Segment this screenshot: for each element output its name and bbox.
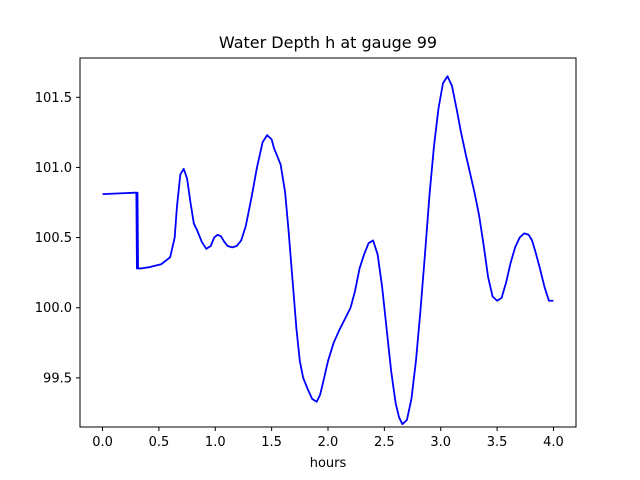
- series-line-0: [102, 75, 554, 426]
- y-tick-label: 100.0: [35, 301, 72, 316]
- x-tick-label: 2.0: [318, 435, 339, 450]
- x-axis: 0.0 0.5 1.0 1.5 2.0 2.5 3.0 3.5 4.0: [92, 427, 564, 450]
- chart-title: Water Depth h at gauge 99: [219, 33, 437, 52]
- x-tick-label: 2.5: [374, 435, 395, 450]
- y-axis: 99.5 100.0 100.5 101.0 101.5: [35, 91, 80, 386]
- series-lines: [102, 75, 554, 426]
- x-tick-label: 4.0: [543, 435, 564, 450]
- y-tick-label: 99.5: [43, 371, 72, 386]
- y-tick-label: 101.0: [35, 161, 72, 176]
- y-tick-label: 101.5: [35, 91, 72, 106]
- x-tick-label: 0.5: [149, 435, 170, 450]
- y-tick-label: 100.5: [35, 231, 72, 246]
- x-tick-label: 0.0: [92, 435, 113, 450]
- x-tick-label: 3.0: [430, 435, 451, 450]
- x-axis-label: hours: [310, 456, 347, 471]
- x-tick-label: 3.5: [487, 435, 508, 450]
- x-tick-label: 1.5: [261, 435, 282, 450]
- x-tick-label: 1.0: [205, 435, 226, 450]
